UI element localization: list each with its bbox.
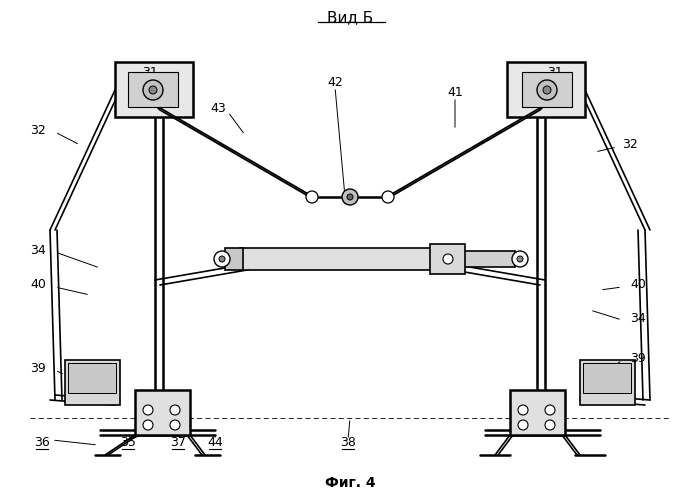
Circle shape xyxy=(443,254,453,264)
Circle shape xyxy=(512,251,528,267)
Circle shape xyxy=(143,405,153,415)
Text: 32: 32 xyxy=(30,124,46,136)
Text: 31: 31 xyxy=(547,65,563,78)
Bar xyxy=(115,62,193,117)
Circle shape xyxy=(545,405,555,415)
Circle shape xyxy=(543,86,551,94)
Bar xyxy=(507,62,585,117)
Text: 39: 39 xyxy=(30,362,46,374)
Bar xyxy=(128,72,178,107)
Circle shape xyxy=(143,420,153,430)
Bar xyxy=(65,360,120,405)
Circle shape xyxy=(143,80,163,100)
Text: 40: 40 xyxy=(630,278,646,292)
Bar xyxy=(225,248,243,270)
Circle shape xyxy=(149,86,157,94)
Text: 37: 37 xyxy=(170,436,186,449)
Text: 38: 38 xyxy=(340,436,356,449)
Polygon shape xyxy=(385,105,545,200)
Circle shape xyxy=(170,420,180,430)
Circle shape xyxy=(537,80,557,100)
Circle shape xyxy=(518,420,528,430)
Bar xyxy=(460,251,515,267)
Bar xyxy=(240,248,460,270)
Text: 43: 43 xyxy=(210,102,226,115)
Circle shape xyxy=(306,191,318,203)
Text: Фиг. 4: Фиг. 4 xyxy=(325,476,375,490)
Text: 42: 42 xyxy=(327,75,343,88)
Text: 44: 44 xyxy=(207,436,223,449)
Text: 39: 39 xyxy=(630,352,646,365)
Circle shape xyxy=(219,256,225,262)
Text: 34: 34 xyxy=(30,244,46,256)
Text: 41: 41 xyxy=(447,85,463,99)
Polygon shape xyxy=(155,105,315,200)
Bar xyxy=(430,244,465,274)
Bar xyxy=(68,363,116,393)
Circle shape xyxy=(517,256,523,262)
Text: 36: 36 xyxy=(34,436,50,449)
Text: Вид Б: Вид Б xyxy=(327,10,373,25)
Circle shape xyxy=(214,251,230,267)
Circle shape xyxy=(347,194,353,200)
Text: 40: 40 xyxy=(30,278,46,292)
Text: 34: 34 xyxy=(630,311,646,324)
Text: 31: 31 xyxy=(142,65,158,78)
Circle shape xyxy=(518,405,528,415)
Bar xyxy=(522,72,572,107)
Bar xyxy=(583,363,631,393)
Circle shape xyxy=(382,191,394,203)
Text: 35: 35 xyxy=(120,436,136,449)
Bar xyxy=(135,390,190,435)
Circle shape xyxy=(342,189,358,205)
Circle shape xyxy=(170,405,180,415)
Text: 32: 32 xyxy=(622,138,638,151)
Bar xyxy=(580,360,635,405)
Bar xyxy=(510,390,565,435)
Circle shape xyxy=(545,420,555,430)
